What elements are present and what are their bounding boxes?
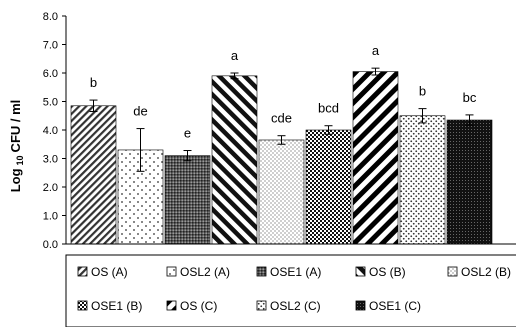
legend-label: OS (C) — [180, 299, 217, 313]
y-tick-label: 1.0 — [43, 211, 58, 223]
legend-label: OSE1 (B) — [91, 299, 142, 313]
y-tick-label: 7.0 — [43, 40, 58, 52]
legend-swatch — [166, 266, 177, 277]
bar — [211, 75, 258, 245]
y-axis-label: Log 10 CFU / ml — [8, 100, 25, 193]
y-tick-label: 4.0 — [43, 125, 58, 137]
bar — [446, 119, 493, 245]
y-tick-label: 8.0 — [43, 11, 58, 23]
legend-swatch — [256, 300, 267, 311]
significance-label: bc — [463, 90, 477, 105]
legend-swatch — [256, 266, 267, 277]
bar — [70, 105, 117, 245]
legend-label: OSL2 (B) — [461, 265, 511, 279]
legend-label: OSE1 (A) — [270, 265, 321, 279]
significance-label: a — [372, 43, 380, 58]
y-tick-label: 6.0 — [43, 68, 58, 80]
legend-label: OSL2 (C) — [270, 299, 321, 313]
legend-label: OSL2 (A) — [180, 265, 230, 279]
bar — [258, 139, 305, 245]
significance-label: e — [184, 126, 191, 141]
y-tick-label: 5.0 — [43, 97, 58, 109]
legend-label: OS (A) — [91, 265, 128, 279]
significance-label: b — [90, 75, 97, 90]
bars — [70, 71, 493, 245]
legend-box — [65, 254, 516, 327]
legend-swatch — [447, 266, 458, 277]
significance-label: a — [231, 48, 239, 63]
legend-label: OS (B) — [369, 265, 406, 279]
significance-label: bcd — [318, 101, 339, 116]
y-axis-ticks: 0.0 1.0 2.0 3.0 4.0 5.0 6.0 7.0 8.0 — [43, 11, 66, 251]
y-tick-label: 0.0 — [43, 239, 58, 251]
legend-swatch — [166, 300, 177, 311]
y-axis-label-suffix: CFU / ml — [8, 100, 23, 153]
significance-label: b — [419, 84, 426, 99]
legend-label: OSE1 (C) — [369, 299, 421, 313]
y-axis-label-subscript: 10 — [15, 155, 25, 165]
legend-swatch — [355, 266, 366, 277]
y-tick-label: 3.0 — [43, 154, 58, 166]
bar — [352, 71, 399, 245]
legend-swatch — [355, 300, 366, 311]
bar — [164, 155, 211, 245]
y-axis-label-prefix: Log — [8, 168, 23, 192]
bar — [399, 115, 446, 245]
legend-swatch — [77, 266, 88, 277]
bar — [305, 129, 352, 245]
significance-labels: b de e a cde bcd a b bc — [90, 43, 477, 140]
significance-label: cde — [271, 111, 292, 126]
significance-label: de — [133, 104, 147, 119]
error-bars — [89, 67, 474, 172]
y-tick-label: 2.0 — [43, 182, 58, 194]
legend-swatch — [77, 300, 88, 311]
legend: OS (A) OSL2 (A) OSE1 (A) OS (B) OSL2 (B) OSE1… — [77, 265, 511, 313]
